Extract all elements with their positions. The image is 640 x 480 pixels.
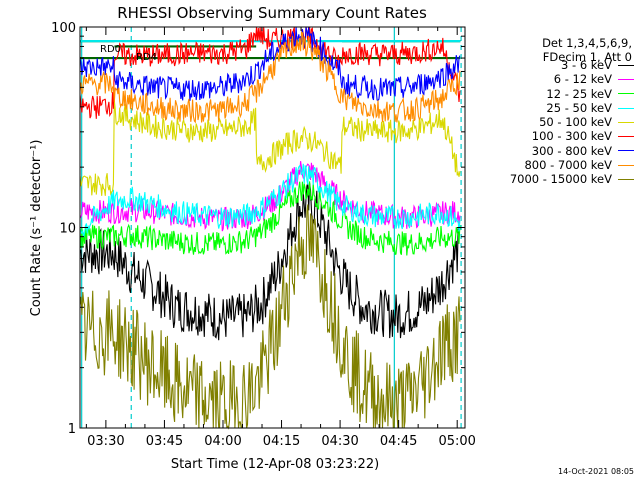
series-lines <box>79 26 461 430</box>
annotations: RD0 RD4 <box>100 44 157 63</box>
legend-label: 100 - 300 keV <box>531 129 612 144</box>
legend-entry-1: 6 - 12 keV <box>510 72 634 86</box>
x-tick-label-6: 05:00 <box>438 434 475 449</box>
legend-swatch <box>618 179 634 181</box>
series-line-0 <box>79 182 461 341</box>
legend-swatch <box>618 78 634 80</box>
legend-swatch <box>618 136 634 138</box>
series-line-6 <box>79 26 461 102</box>
legend-swatch <box>618 164 634 166</box>
legend-label: 6 - 12 keV <box>553 72 612 87</box>
y-tick-label-1: 10 <box>59 222 76 237</box>
axis-ticks: 03:30 03:45 04:00 04:15 04:30 04:45 05:00 1 10 10… <box>51 21 476 449</box>
legend-entry-4: 50 - 100 keV <box>510 115 634 129</box>
legend-entry-6: 300 - 800 keV <box>510 144 634 158</box>
series-line-2 <box>79 181 461 256</box>
legend-swatch <box>618 150 634 152</box>
legend-header-detectors: Det 1,3,4,5,6,9, <box>542 36 632 50</box>
x-tick-label-4: 04:30 <box>321 434 358 449</box>
legend-label: 3 - 6 keV <box>561 58 612 72</box>
x-tick-label-3: 04:15 <box>263 434 300 449</box>
legend-label: 7000 - 15000 keV <box>509 172 612 187</box>
series-line-8 <box>79 204 461 430</box>
legend-swatch <box>618 64 634 66</box>
timestamp-footnote: 14-Oct-2021 08:05 <box>558 467 634 476</box>
x-tick-label-2: 04:00 <box>204 434 241 449</box>
chart-title: RHESSI Observing Summary Count Rates <box>117 4 427 22</box>
series-line-5 <box>79 26 461 119</box>
legend: 3 - 6 keV 6 - 12 keV 12 - 25 keV 25 - 50 ke… <box>510 58 634 187</box>
series-line-3 <box>79 163 461 238</box>
annotation-rd4: RD4 <box>136 52 157 63</box>
legend-entry-8: 7000 - 15000 keV <box>510 172 634 186</box>
legend-entry-5: 100 - 300 keV <box>510 129 634 143</box>
legend-swatch <box>618 93 634 95</box>
legend-swatch <box>618 107 634 109</box>
y-tick-label-0: 1 <box>68 422 76 437</box>
legend-entry-3: 25 - 50 keV <box>510 101 634 115</box>
legend-swatch <box>618 121 634 123</box>
legend-entry-2: 12 - 25 keV <box>510 87 634 101</box>
legend-header-decimation: FDecim 1, Att 0 <box>542 50 632 64</box>
x-tick-label-0: 03:30 <box>87 434 124 449</box>
legend-entry-0: 3 - 6 keV <box>510 58 634 72</box>
x-tick-label-5: 04:45 <box>380 434 417 449</box>
legend-label: 50 - 100 keV <box>539 115 612 130</box>
legend-label: 12 - 25 keV <box>546 86 612 101</box>
legend-label: 25 - 50 keV <box>546 100 612 115</box>
x-axis-label: Start Time (12-Apr-08 03:23:22) <box>171 457 379 472</box>
legend-entry-7: 800 - 7000 keV <box>510 158 634 172</box>
series-line-7 <box>79 31 461 124</box>
legend-label: 300 - 800 keV <box>531 143 612 158</box>
y-tick-label-2: 100 <box>51 21 76 36</box>
y-axis-label: Count Rate (s⁻¹ detector⁻¹) <box>29 140 44 317</box>
series-line-4 <box>79 100 461 196</box>
annotation-rd0: RD0 <box>100 44 121 55</box>
legend-label: 800 - 7000 keV <box>524 158 612 173</box>
x-tick-label-1: 03:45 <box>146 434 183 449</box>
legend-header: Det 1,3,4,5,6,9, FDecim 1, Att 0 <box>542 36 632 64</box>
